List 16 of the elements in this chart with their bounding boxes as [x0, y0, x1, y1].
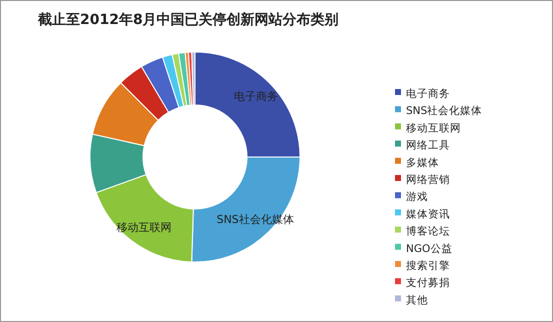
legend-label: 网络营销: [406, 173, 450, 186]
annotation: 移动互联网: [116, 220, 172, 234]
legend-label: 媒体资讯: [406, 208, 450, 220]
legend-label: 博客论坛: [406, 224, 450, 238]
legend-label: 支付募捐: [406, 276, 450, 290]
legend-label: 移动互联网: [406, 122, 461, 134]
legend-label: 网络工具: [406, 140, 450, 152]
annotation: 电子商务: [234, 90, 278, 103]
legend-label: 搜索引擎: [406, 259, 450, 272]
title: 截止至2012年8月中国已关停创新网站分布类别: [38, 12, 339, 28]
legend-label: NGO公益: [406, 242, 452, 255]
legend-label: SNS社会化媒体: [406, 104, 482, 118]
legend-label: 其他: [406, 293, 428, 306]
legend-label: 游戏: [406, 190, 428, 204]
legend-label: 电子商务: [406, 87, 450, 100]
legend-label: 多媒体: [406, 156, 439, 169]
